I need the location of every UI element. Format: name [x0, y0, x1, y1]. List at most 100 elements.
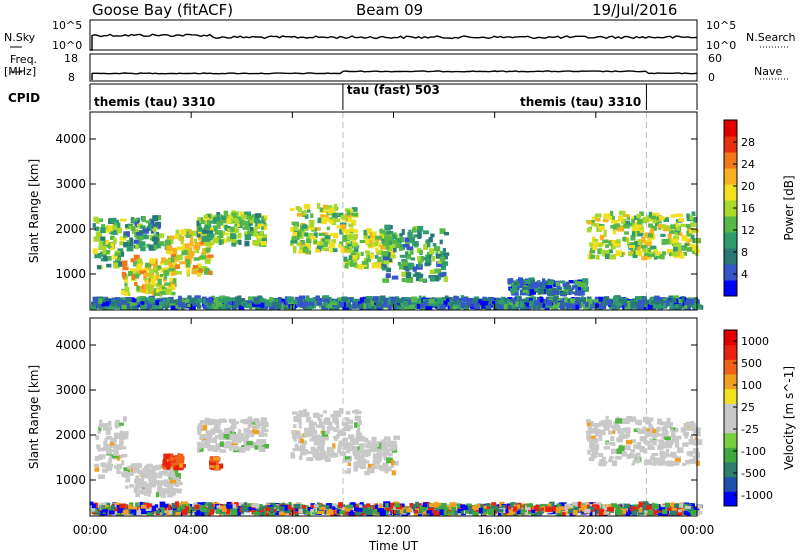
echo-cell — [674, 232, 678, 236]
echo-cell — [329, 232, 337, 236]
echo-cell — [674, 435, 682, 440]
echo-cell — [176, 254, 183, 261]
echo-cell — [664, 300, 670, 306]
echo-cell — [547, 290, 555, 297]
echo-cell — [141, 475, 145, 482]
echo-cell — [100, 257, 105, 262]
echo-cell — [610, 210, 614, 216]
echo-cell — [348, 442, 355, 447]
noise-panel — [10, 19, 790, 51]
echo-cell — [592, 246, 598, 251]
echo-cell — [605, 423, 611, 428]
echo-cell — [689, 450, 693, 457]
echo-cell — [124, 435, 129, 440]
echo-cell — [282, 509, 289, 513]
echo-cell — [130, 217, 135, 224]
echo-cell — [442, 252, 450, 256]
echo-cell — [367, 463, 375, 470]
echo-cell — [133, 239, 140, 244]
echo-cell — [692, 250, 696, 255]
echo-cell — [674, 304, 681, 308]
echo-cell — [578, 286, 582, 291]
echo-cell — [593, 239, 599, 243]
echo-cell — [170, 474, 176, 479]
echo-cell — [378, 263, 383, 269]
echo-cell — [157, 233, 164, 239]
echo-cell — [630, 416, 636, 423]
echo-cell — [164, 305, 169, 310]
echo-cell — [273, 298, 278, 303]
echo-cell — [135, 463, 142, 469]
echo-cell — [696, 510, 700, 516]
echo-cell — [189, 241, 194, 247]
echo-cell — [692, 448, 699, 454]
beam-title: Beam 09 — [356, 1, 424, 19]
echo-cell — [323, 241, 328, 247]
echo-cell — [181, 300, 187, 304]
echo-cell — [254, 217, 260, 223]
echo-cell — [673, 242, 677, 248]
echo-cell — [254, 445, 259, 450]
echo-cell — [664, 436, 672, 441]
echo-cell — [201, 424, 208, 431]
echo-cell — [213, 297, 219, 303]
echo-cell — [585, 301, 589, 308]
echo-cell — [251, 228, 258, 232]
echo-cell — [639, 211, 644, 216]
echo-cell — [399, 233, 403, 237]
echo-cell — [331, 215, 337, 221]
echo-cell — [631, 231, 636, 237]
echo-cell — [588, 429, 593, 434]
echo-cell — [141, 288, 146, 293]
echo-cell — [392, 300, 397, 305]
echo-cell — [377, 443, 382, 449]
echo-cell — [671, 297, 677, 303]
echo-cell — [429, 510, 436, 516]
echo-cell — [169, 239, 174, 245]
echo-cell — [237, 223, 241, 227]
echo-cell — [399, 263, 404, 270]
echo-cell — [618, 210, 626, 216]
echo-cell — [395, 234, 399, 239]
echo-cell — [197, 444, 202, 450]
echo-cell — [690, 234, 695, 241]
echo-cell — [298, 419, 302, 425]
echo-cell — [306, 457, 312, 461]
echo-cell — [440, 306, 445, 310]
echo-cell — [357, 420, 362, 426]
echo-cell — [684, 301, 690, 307]
echo-cell — [292, 246, 297, 251]
echo-cell — [348, 434, 355, 440]
echo-cell — [141, 483, 146, 488]
echo-cell — [161, 488, 168, 495]
echo-cell — [629, 245, 635, 249]
echo-cell — [110, 235, 115, 240]
echo-cell — [610, 216, 615, 220]
echo-cell — [626, 241, 631, 246]
echo-cell — [559, 512, 566, 516]
echo-cell — [148, 223, 153, 230]
echo-cell — [441, 265, 447, 270]
echo-cell — [379, 233, 383, 236]
nsky-label: N.Sky — [4, 31, 36, 44]
echo-cell — [162, 465, 167, 470]
echo-cell — [239, 211, 244, 216]
echo-cell — [238, 232, 242, 239]
echo-cell — [366, 467, 372, 474]
echo-cell — [128, 271, 134, 277]
echo-cell — [587, 438, 594, 442]
echo-cell — [683, 431, 689, 436]
echo-cell — [165, 258, 171, 263]
echo-cell — [166, 250, 173, 255]
echo-cell — [221, 219, 227, 224]
echo-cell — [196, 220, 200, 227]
echo-cell — [645, 241, 652, 247]
echo-cell — [428, 301, 434, 306]
echo-cell — [122, 263, 127, 270]
echo-cell — [116, 511, 124, 516]
echo-cell — [105, 502, 109, 507]
echo-cell — [374, 441, 380, 448]
echo-cell — [307, 232, 314, 239]
echo-cell — [568, 306, 572, 310]
echo-cell — [626, 416, 632, 422]
